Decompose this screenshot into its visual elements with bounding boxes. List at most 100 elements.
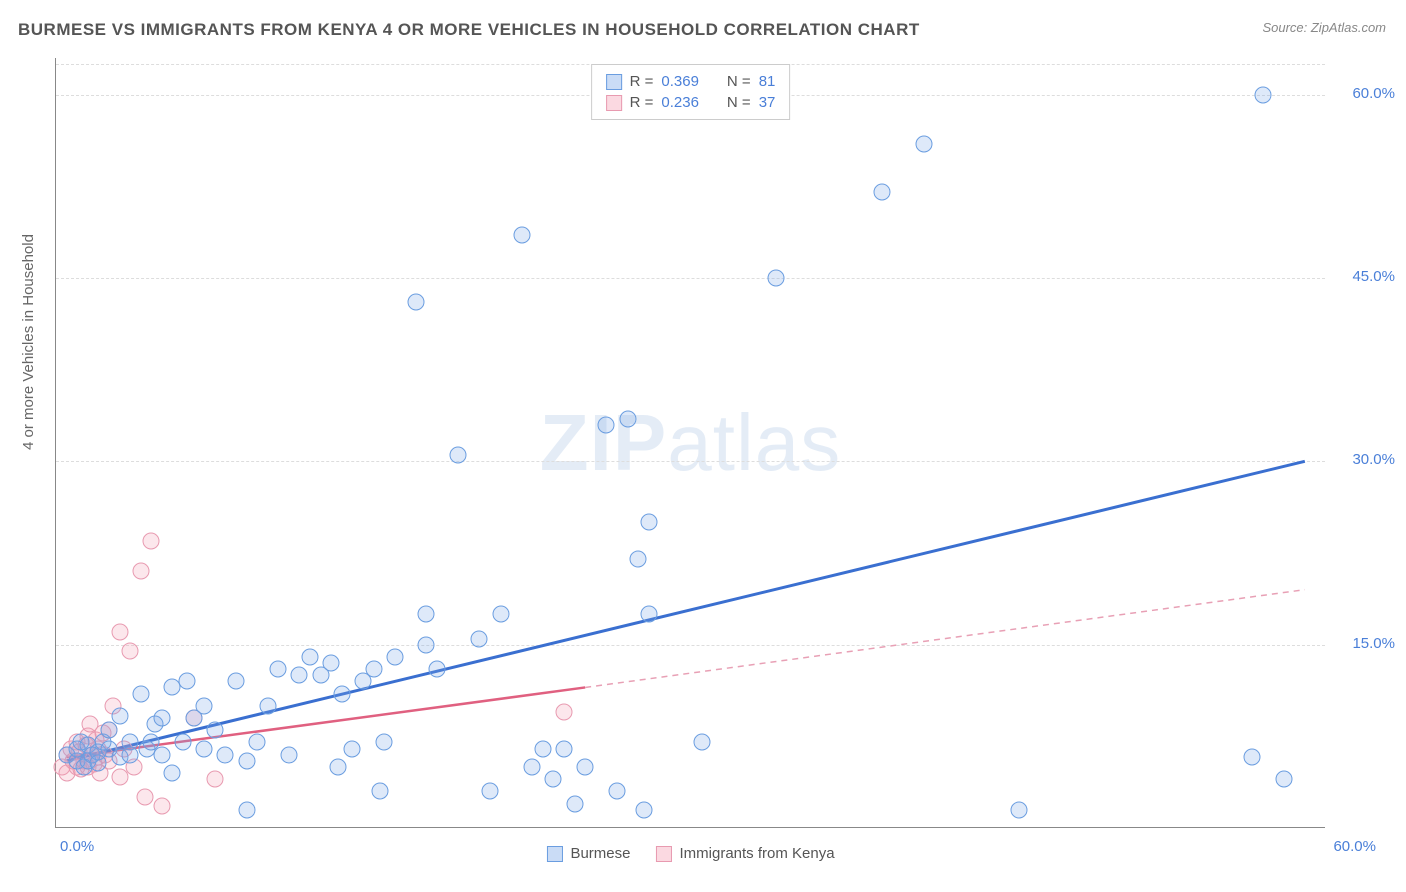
scatter-point-pink	[136, 789, 153, 806]
scatter-point-blue	[767, 270, 784, 287]
scatter-point-blue	[556, 740, 573, 757]
r-value: 0.369	[661, 73, 699, 90]
scatter-point-pink	[206, 771, 223, 788]
scatter-point-blue	[270, 661, 287, 678]
scatter-point-blue	[873, 184, 890, 201]
scatter-point-blue	[450, 447, 467, 464]
swatch-blue	[606, 74, 622, 90]
scatter-point-pink	[143, 532, 160, 549]
scatter-point-blue	[227, 673, 244, 690]
swatch-blue	[546, 846, 562, 862]
scatter-point-blue	[429, 661, 446, 678]
scatter-point-pink	[132, 563, 149, 580]
scatter-point-blue	[1254, 86, 1271, 103]
series-legend: Burmese Immigrants from Kenya	[546, 845, 834, 862]
scatter-point-pink	[556, 703, 573, 720]
legend-item-kenya: Immigrants from Kenya	[655, 845, 834, 862]
scatter-point-blue	[132, 685, 149, 702]
scatter-point-blue	[153, 710, 170, 727]
scatter-point-blue	[179, 673, 196, 690]
swatch-pink	[606, 95, 622, 111]
scatter-point-blue	[545, 771, 562, 788]
y-tick-label: 30.0%	[1352, 451, 1395, 468]
legend-item-burmese: Burmese	[546, 845, 630, 862]
scatter-point-blue	[329, 758, 346, 775]
scatter-point-blue	[524, 758, 541, 775]
scatter-point-blue	[481, 783, 498, 800]
scatter-point-blue	[238, 801, 255, 818]
scatter-point-blue	[640, 514, 657, 531]
r-label: R =	[630, 73, 654, 90]
scatter-point-pink	[122, 642, 139, 659]
scatter-point-blue	[630, 551, 647, 568]
scatter-point-blue	[153, 746, 170, 763]
y-tick-label: 45.0%	[1352, 268, 1395, 285]
scatter-point-blue	[371, 783, 388, 800]
scatter-point-blue	[302, 648, 319, 665]
scatter-point-blue	[386, 648, 403, 665]
scatter-point-blue	[291, 667, 308, 684]
scatter-point-blue	[640, 606, 657, 623]
scatter-point-pink	[111, 624, 128, 641]
scatter-point-blue	[1243, 749, 1260, 766]
n-label: N =	[727, 94, 751, 111]
chart-plot-area: ZIPatlas R = 0.369 N = 81 R = 0.236 N = …	[55, 58, 1325, 828]
scatter-point-blue	[492, 606, 509, 623]
scatter-point-blue	[206, 722, 223, 739]
scatter-point-blue	[566, 795, 583, 812]
x-tick-min: 0.0%	[60, 838, 94, 855]
scatter-point-pink	[111, 768, 128, 785]
scatter-point-blue	[111, 707, 128, 724]
source-attribution: Source: ZipAtlas.com	[1262, 20, 1386, 35]
chart-title: BURMESE VS IMMIGRANTS FROM KENYA 4 OR MO…	[18, 20, 920, 40]
scatter-point-blue	[333, 685, 350, 702]
scatter-point-blue	[418, 636, 435, 653]
scatter-point-blue	[471, 630, 488, 647]
scatter-point-blue	[598, 416, 615, 433]
y-tick-label: 15.0%	[1352, 635, 1395, 652]
scatter-point-blue	[693, 734, 710, 751]
r-value: 0.236	[661, 94, 699, 111]
scatter-point-blue	[100, 722, 117, 739]
y-axis-label: 4 or more Vehicles in Household	[20, 234, 37, 450]
scatter-point-blue	[238, 752, 255, 769]
scatter-point-blue	[1275, 771, 1292, 788]
r-label: R =	[630, 94, 654, 111]
scatter-point-pink	[153, 798, 170, 815]
scatter-point-blue	[249, 734, 266, 751]
scatter-point-blue	[323, 655, 340, 672]
scatter-point-blue	[608, 783, 625, 800]
legend-label: Immigrants from Kenya	[679, 845, 834, 862]
scatter-point-blue	[217, 746, 234, 763]
n-label: N =	[727, 73, 751, 90]
scatter-point-blue	[196, 697, 213, 714]
scatter-point-blue	[344, 740, 361, 757]
n-value: 81	[759, 73, 776, 90]
scatter-point-blue	[407, 294, 424, 311]
n-value: 37	[759, 94, 776, 111]
trend-lines	[56, 58, 1325, 827]
scatter-point-blue	[636, 801, 653, 818]
legend-row-pink: R = 0.236 N = 37	[606, 92, 776, 113]
scatter-point-blue	[534, 740, 551, 757]
scatter-point-blue	[513, 227, 530, 244]
scatter-point-blue	[122, 746, 139, 763]
swatch-pink	[655, 846, 671, 862]
x-tick-max: 60.0%	[1333, 838, 1376, 855]
correlation-legend: R = 0.369 N = 81 R = 0.236 N = 37	[591, 64, 791, 120]
legend-label: Burmese	[570, 845, 630, 862]
scatter-point-blue	[418, 606, 435, 623]
scatter-point-blue	[619, 410, 636, 427]
scatter-point-blue	[577, 758, 594, 775]
scatter-point-blue	[196, 740, 213, 757]
scatter-point-blue	[259, 697, 276, 714]
scatter-point-blue	[175, 734, 192, 751]
scatter-point-blue	[376, 734, 393, 751]
scatter-point-blue	[280, 746, 297, 763]
scatter-point-blue	[365, 661, 382, 678]
legend-row-blue: R = 0.369 N = 81	[606, 71, 776, 92]
scatter-point-blue	[1011, 801, 1028, 818]
scatter-point-blue	[164, 765, 181, 782]
y-tick-label: 60.0%	[1352, 85, 1395, 102]
scatter-point-blue	[90, 755, 107, 772]
